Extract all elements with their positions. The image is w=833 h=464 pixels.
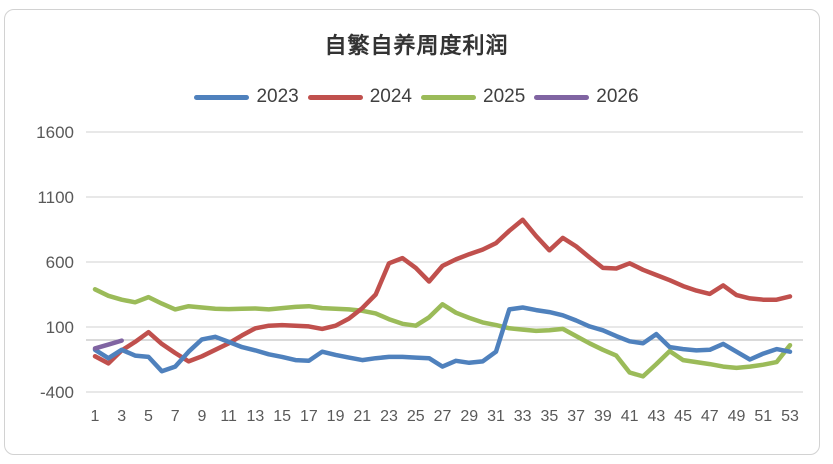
x-tick-label-25: 25 <box>407 408 425 425</box>
legend-swatch-2024 <box>307 94 363 100</box>
x-tick-label-11: 11 <box>220 408 237 425</box>
legend-label-2024: 2024 <box>369 86 412 107</box>
x-tick-label-39: 39 <box>594 408 612 425</box>
legend-swatch-2025 <box>421 94 476 100</box>
x-tick-label-17: 17 <box>300 408 318 425</box>
series-line-2023 <box>92 305 793 374</box>
series-line-2025 <box>92 287 793 379</box>
x-tick-label-41: 41 <box>621 408 639 425</box>
x-tick-label-49: 49 <box>728 408 746 425</box>
x-tick-label-35: 35 <box>541 408 559 425</box>
legend: 2023 2024 2025 2026 <box>0 86 833 108</box>
y-tick-label-600: 600 <box>46 253 74 272</box>
x-tick-label-29: 29 <box>460 408 478 425</box>
x-tick-label-37: 37 <box>567 408 585 425</box>
x-tick-label-33: 33 <box>514 408 532 425</box>
y-tick-label-1600: 1600 <box>36 123 74 142</box>
y-tick-label-1100: 1100 <box>37 188 74 207</box>
chart-title: 自繁自养周度利润 <box>324 33 509 59</box>
y-tick-label-100: 100 <box>46 318 74 337</box>
legend-swatch-2026 <box>534 94 590 100</box>
x-tick-label-43: 43 <box>647 408 665 425</box>
legend-swatch-2023 <box>194 94 250 100</box>
y-tick-label--400: -400 <box>40 383 74 402</box>
x-tick-label-5: 5 <box>144 408 153 425</box>
x-tick-label-3: 3 <box>117 408 126 425</box>
x-tick-label-1: 1 <box>91 408 100 425</box>
legend-item-2025: 2025 <box>421 86 525 108</box>
series-line-2026 <box>92 338 124 351</box>
x-tick-label-51: 51 <box>754 408 772 425</box>
x-tick-label-19: 19 <box>327 408 345 425</box>
x-tick-label-27: 27 <box>434 408 452 425</box>
x-tick-label-7: 7 <box>171 408 180 425</box>
x-tick-label-21: 21 <box>353 408 371 425</box>
x-tick-label-9: 9 <box>197 408 206 425</box>
x-tick-label-23: 23 <box>380 408 398 425</box>
x-tick-label-45: 45 <box>674 408 692 425</box>
legend-label-2023: 2023 <box>256 86 299 107</box>
legend-item-2026: 2026 <box>534 86 639 108</box>
x-tick-label-13: 13 <box>246 408 264 425</box>
legend-item-2023: 2023 <box>194 86 299 108</box>
x-tick-label-31: 31 <box>487 408 505 425</box>
chart-panel <box>4 9 820 455</box>
series-line-2024 <box>92 217 793 366</box>
x-tick-label-15: 15 <box>273 408 291 425</box>
x-tick-label-47: 47 <box>701 408 719 425</box>
legend-label-2026: 2026 <box>596 86 639 107</box>
legend-label-2025: 2025 <box>483 86 526 107</box>
legend-item-2024: 2024 <box>307 86 412 108</box>
x-tick-label-53: 53 <box>781 408 799 425</box>
